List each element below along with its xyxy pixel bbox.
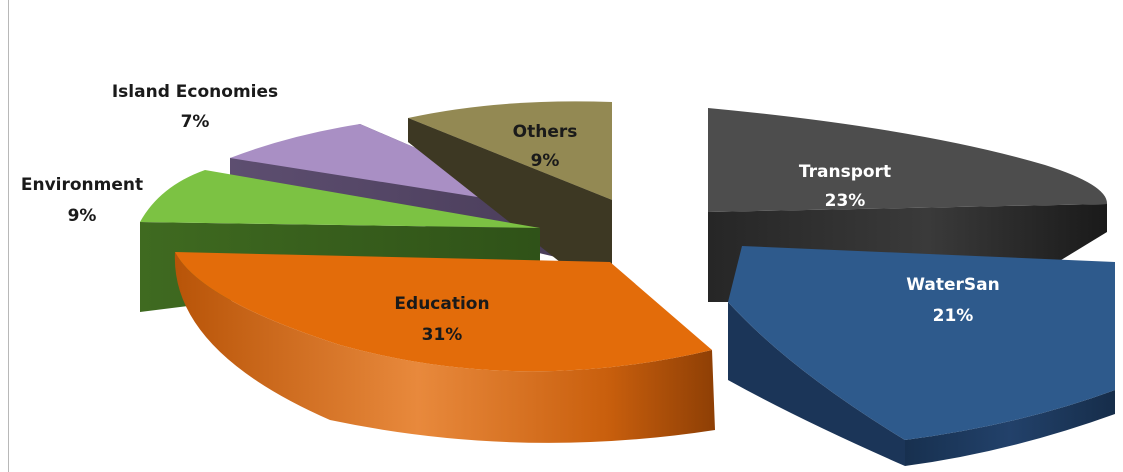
value-environment: 9% xyxy=(68,206,97,226)
slice-education-top xyxy=(175,252,712,372)
slice-transport-top xyxy=(708,108,1108,212)
label-transport: Transport xyxy=(799,162,891,182)
value-watersan: 21% xyxy=(933,306,974,326)
value-education: 31% xyxy=(422,325,463,345)
slice-watersan-side xyxy=(905,390,1115,466)
value-transport: 23% xyxy=(825,191,866,211)
left-border-line xyxy=(8,0,9,472)
slice-environment-top xyxy=(140,170,540,228)
slice-watersan xyxy=(728,246,1115,466)
label-island-economies: Island Economies xyxy=(112,82,278,102)
slice-others-top xyxy=(408,101,612,200)
slice-education xyxy=(174,252,715,443)
label-environment: Environment xyxy=(21,175,143,195)
slice-education-side xyxy=(174,252,715,443)
value-island-economies: 7% xyxy=(181,112,210,132)
value-others: 9% xyxy=(531,151,560,171)
slice-labels: Transport 23% WaterSan 21% Education 31%… xyxy=(21,82,1000,345)
label-education: Education xyxy=(394,294,489,314)
slice-watersan-top xyxy=(728,246,1115,440)
label-others: Others xyxy=(513,122,578,142)
slice-watersan-front-side xyxy=(728,302,905,466)
slice-others xyxy=(408,101,612,270)
label-watersan: WaterSan xyxy=(906,275,999,295)
